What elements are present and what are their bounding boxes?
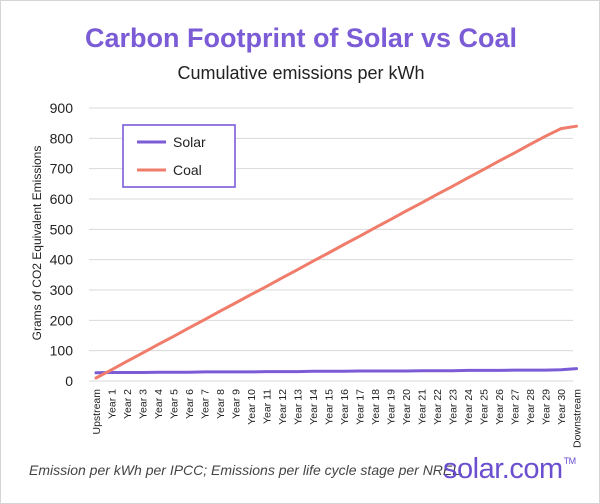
x-tick-label: Year 28 [525, 389, 537, 425]
x-tick-label: Year 22 [432, 389, 444, 425]
x-tick-label: Year 8 [215, 389, 227, 419]
y-axis-label: Grams of CO2 Equivalent Emissions [30, 146, 44, 341]
x-tick-label: Year 14 [308, 389, 320, 425]
chart-title: Carbon Footprint of Solar vs Coal [84, 23, 517, 53]
series-line-coal [94, 124, 578, 380]
source-note: Emission per kWh per IPCC; Emissions per… [29, 462, 464, 478]
x-tick-label: Year 6 [184, 389, 196, 419]
y-tick-label: 700 [50, 161, 74, 177]
x-tick-label: Year 16 [339, 389, 351, 425]
y-tick-label: 500 [50, 221, 74, 237]
x-tick-label: Year 17 [355, 389, 367, 425]
y-tick-label: 0 [65, 373, 73, 389]
x-tick-label: Year 25 [479, 389, 491, 425]
y-tick-label: 100 [50, 343, 74, 359]
x-axis-ticks: Upstream Year 1 Year 2 Year 3 Year 4 Year 5 Ye… [91, 389, 584, 448]
trademark-mark: TM [563, 456, 577, 466]
x-tick-label: Upstream [91, 389, 103, 435]
x-tick-label: Year 3 [138, 389, 150, 419]
chart-subtitle: Cumulative emissions per kWh [177, 63, 425, 83]
x-tick-label: Year 27 [510, 389, 522, 425]
x-tick-label: Year 21 [417, 389, 429, 425]
x-tick-label: Year 1 [107, 389, 119, 419]
y-tick-label: 600 [50, 191, 74, 207]
legend-label-coal: Coal [173, 162, 202, 178]
x-tick-label: Year 20 [401, 389, 413, 425]
x-tick-label: Year 19 [386, 389, 398, 425]
x-tick-label: Year 30 [556, 389, 568, 425]
x-tick-label: Year 13 [293, 389, 305, 425]
x-tick-label: Year 29 [541, 389, 553, 425]
legend-box [122, 124, 236, 188]
x-tick-label: Downstream [572, 389, 584, 448]
legend-label-solar: Solar [173, 134, 206, 150]
x-tick-label: Year 10 [246, 389, 258, 425]
x-tick-label: Year 11 [262, 389, 274, 424]
y-tick-label: 300 [50, 282, 74, 298]
series-line-solar [94, 367, 578, 375]
y-tick-label: 400 [50, 252, 74, 268]
x-tick-label: Year 15 [324, 389, 336, 425]
x-tick-label: Year 5 [169, 389, 181, 419]
brand-logo-text: solar.com [443, 453, 563, 485]
x-tick-label: Year 23 [448, 389, 460, 425]
x-tick-label: Year 24 [463, 389, 475, 425]
x-tick-label: Year 7 [200, 389, 212, 419]
x-tick-label: Year 4 [153, 389, 165, 419]
x-tick-label: Year 18 [370, 389, 382, 425]
y-tick-label: 900 [50, 100, 74, 116]
y-tick-label: 200 [50, 312, 74, 328]
x-tick-label: Year 26 [494, 389, 506, 425]
brand-logo: solar.comTM [443, 453, 576, 486]
y-axis-ticks: 0 100 200 300 400 500 600 700 800 900 [50, 100, 74, 389]
x-tick-label: Year 12 [277, 389, 289, 425]
y-tick-label: 800 [50, 130, 74, 146]
x-tick-label: Year 9 [231, 389, 243, 419]
series-lines [94, 124, 578, 380]
legend: Solar Coal [122, 124, 236, 188]
x-tick-label: Year 2 [122, 389, 134, 419]
